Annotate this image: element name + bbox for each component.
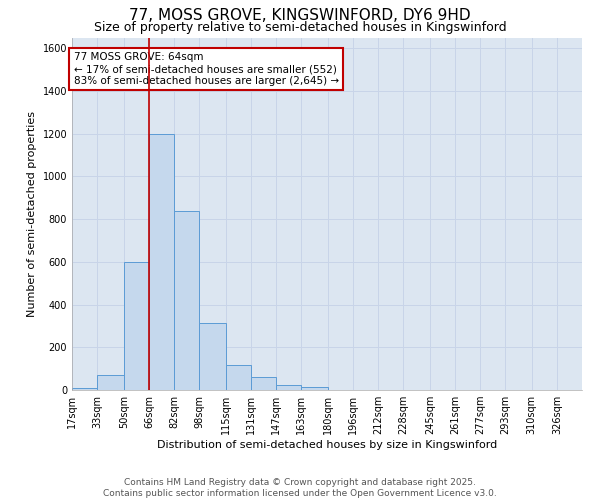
Bar — [124, 262, 149, 390]
Bar — [251, 377, 276, 390]
Bar — [97, 375, 124, 390]
Text: Contains HM Land Registry data © Crown copyright and database right 2025.
Contai: Contains HM Land Registry data © Crown c… — [103, 478, 497, 498]
Y-axis label: Number of semi-detached properties: Number of semi-detached properties — [27, 111, 37, 317]
Text: 77, MOSS GROVE, KINGSWINFORD, DY6 9HD: 77, MOSS GROVE, KINGSWINFORD, DY6 9HD — [129, 8, 471, 22]
Text: 77 MOSS GROVE: 64sqm
← 17% of semi-detached houses are smaller (552)
83% of semi: 77 MOSS GROVE: 64sqm ← 17% of semi-detac… — [74, 52, 338, 86]
Bar — [276, 384, 301, 390]
Bar — [199, 322, 226, 390]
Bar — [301, 387, 328, 390]
Bar — [174, 210, 199, 390]
X-axis label: Distribution of semi-detached houses by size in Kingswinford: Distribution of semi-detached houses by … — [157, 440, 497, 450]
Bar — [149, 134, 174, 390]
Bar — [226, 366, 251, 390]
Bar — [72, 388, 97, 390]
Text: Size of property relative to semi-detached houses in Kingswinford: Size of property relative to semi-detach… — [94, 21, 506, 34]
